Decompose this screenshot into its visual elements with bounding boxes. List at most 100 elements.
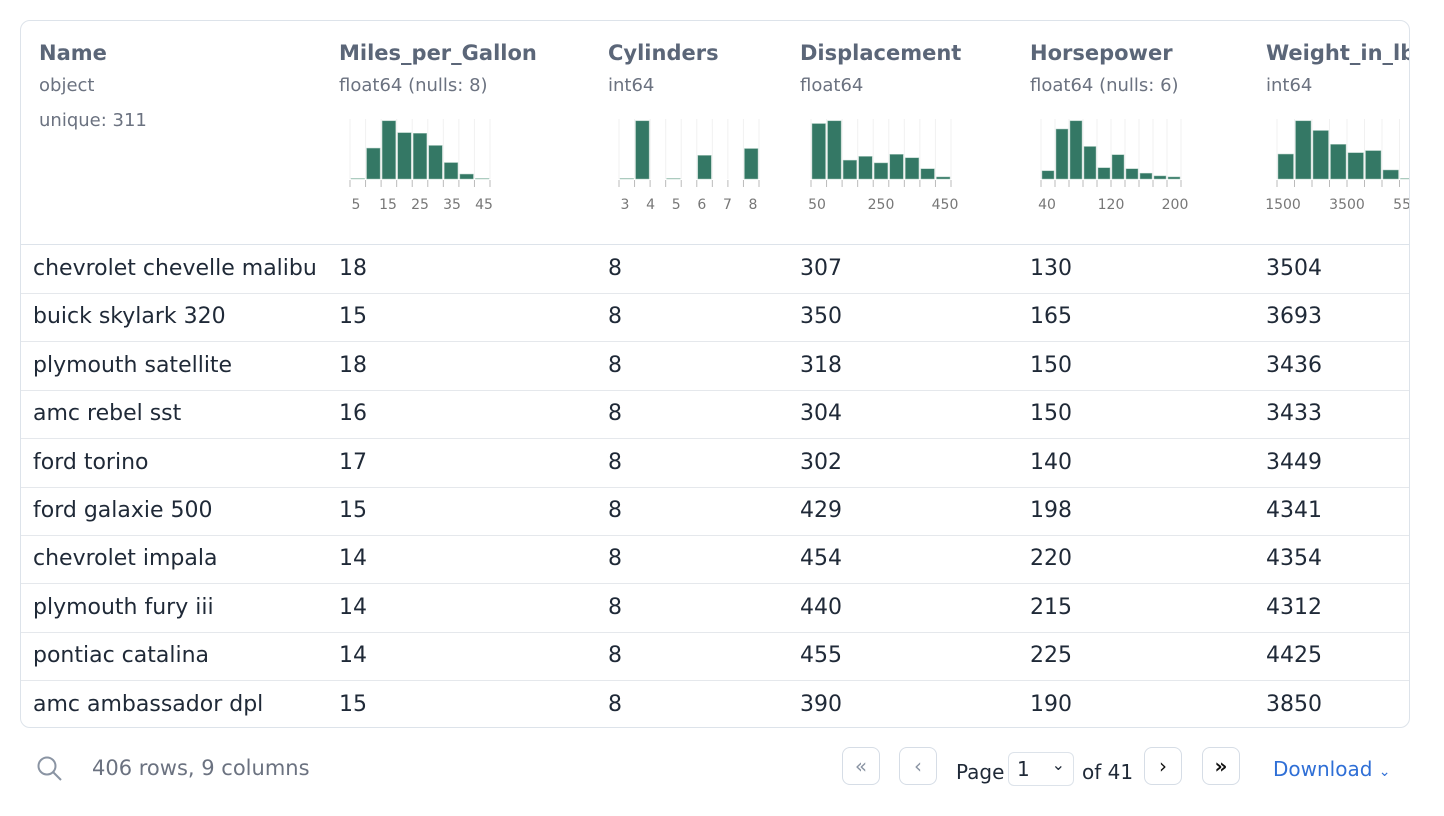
column-type: int64 bbox=[1266, 75, 1313, 96]
table-cell: 8 bbox=[608, 352, 622, 378]
table-row[interactable]: plymouth satellite 18 8 318 150 3436 bbox=[21, 342, 1409, 391]
column-type: float64 (nulls: 8) bbox=[339, 75, 488, 96]
table-cell: pontiac catalina bbox=[33, 643, 210, 669]
prev-page-button[interactable]: ‹ bbox=[899, 747, 937, 785]
histogram-bar bbox=[1153, 175, 1167, 180]
histogram-bar bbox=[619, 178, 634, 180]
last-page-button[interactable]: » bbox=[1202, 747, 1240, 785]
tick-label: 3500 bbox=[1329, 197, 1365, 213]
histogram-bar bbox=[1111, 154, 1125, 180]
histogram-bar bbox=[920, 168, 935, 180]
chevron-down-icon: ⌄ bbox=[1051, 755, 1065, 774]
table-row[interactable]: pontiac catalina 14 8 455 225 4425 bbox=[21, 632, 1409, 682]
table-cell: 15 bbox=[339, 498, 367, 523]
table-cell: 8 bbox=[608, 498, 622, 523]
column-name: Horsepower bbox=[1030, 41, 1173, 65]
table-cell: 220 bbox=[1030, 546, 1072, 572]
column-name: Name bbox=[39, 41, 107, 65]
histogram-bar bbox=[744, 148, 759, 180]
histogram-bar bbox=[1125, 168, 1139, 180]
table-cell: 18 bbox=[339, 352, 367, 378]
table-cell: 16 bbox=[339, 401, 367, 427]
tick-label: 200 bbox=[1162, 197, 1189, 213]
column-type: int64 bbox=[608, 75, 655, 96]
table-row[interactable]: buick skylark 320 15 8 350 165 3693 bbox=[21, 293, 1409, 343]
table-cell: 454 bbox=[800, 546, 842, 572]
column-header[interactable]: Cylinders int64 bbox=[608, 41, 719, 96]
page-select[interactable]: 1 ⌄ bbox=[1008, 752, 1074, 786]
table-cell: chevrolet chevelle malibu bbox=[33, 256, 317, 281]
table-row[interactable]: amc rebel sst 16 8 304 150 3433 bbox=[21, 390, 1409, 440]
histogram-bar bbox=[444, 162, 459, 180]
histogram-bar bbox=[1400, 178, 1409, 180]
histogram: 40 120 200 bbox=[1038, 119, 1188, 213]
histogram-bar bbox=[811, 123, 826, 180]
first-page-button[interactable]: « bbox=[842, 747, 880, 785]
download-label: Download bbox=[1273, 757, 1373, 781]
chevron-down-icon: ⌄ bbox=[1378, 764, 1391, 780]
column-header[interactable]: Horsepower float64 (nulls: 6) bbox=[1030, 41, 1179, 96]
histogram-bar bbox=[1382, 169, 1399, 180]
download-button[interactable]: Download ⌄ bbox=[1273, 757, 1391, 781]
tick-label: 5 bbox=[672, 197, 681, 213]
table-cell: ford torino bbox=[33, 449, 149, 475]
column-header[interactable]: Displacement float64 bbox=[800, 41, 961, 96]
histogram-bar bbox=[475, 178, 490, 180]
table-cell: 4312 bbox=[1266, 594, 1322, 620]
table-cell: plymouth fury iii bbox=[33, 594, 214, 620]
tick-label: 1500 bbox=[1265, 197, 1301, 213]
histogram-bar bbox=[1097, 167, 1111, 180]
histogram-bar bbox=[936, 176, 951, 180]
table-cell: 140 bbox=[1030, 449, 1072, 475]
table-cell: 3436 bbox=[1266, 352, 1322, 378]
table-cell: 14 bbox=[339, 546, 367, 572]
table-cell: 3449 bbox=[1266, 449, 1322, 475]
column-header[interactable]: Name object unique: 311 bbox=[39, 41, 147, 131]
table-row[interactable]: chevrolet impala 14 8 454 220 4354 bbox=[21, 535, 1409, 585]
table-cell: 3693 bbox=[1266, 304, 1322, 330]
table-cell: 318 bbox=[800, 352, 842, 378]
tick-label: 7 bbox=[723, 197, 732, 213]
histogram-bar bbox=[412, 133, 428, 180]
tick-label: 35 bbox=[443, 197, 461, 213]
histogram-bar bbox=[459, 173, 474, 180]
table-cell: 4341 bbox=[1266, 498, 1322, 523]
column-type: float64 bbox=[800, 75, 864, 96]
tick-label: 120 bbox=[1098, 197, 1125, 213]
table-cell: amc rebel sst bbox=[33, 401, 182, 427]
tick-label: 6 bbox=[697, 197, 706, 213]
table-cell: 18 bbox=[339, 256, 367, 281]
table-row[interactable]: amc ambassador dpl 15 8 390 190 3850 bbox=[21, 681, 1409, 727]
column-header[interactable]: Weight_in_lbs int64 bbox=[1266, 41, 1409, 96]
table-cell: 14 bbox=[339, 643, 367, 669]
table-cell: 440 bbox=[800, 594, 842, 620]
table-cell: 17 bbox=[339, 449, 367, 475]
histogram: 1500 3500 5500 bbox=[1265, 119, 1409, 213]
table-cell: 8 bbox=[608, 401, 622, 427]
table-row[interactable]: ford torino 17 8 302 140 3449 bbox=[21, 439, 1409, 488]
tick-label: 8 bbox=[749, 197, 758, 213]
table-cell: 130 bbox=[1030, 256, 1072, 281]
tick-label: 450 bbox=[932, 197, 959, 213]
table-cell: 165 bbox=[1030, 304, 1072, 330]
table-cell: 307 bbox=[800, 256, 842, 281]
table-cell: 15 bbox=[339, 691, 367, 717]
table-row[interactable]: ford galaxie 500 15 8 429 198 4341 bbox=[21, 487, 1409, 536]
histogram-bar bbox=[697, 155, 712, 180]
table-row[interactable]: chevrolet chevelle malibu 18 8 307 130 3504 bbox=[21, 245, 1409, 294]
histogram-bar bbox=[1069, 120, 1083, 180]
table-cell: 4354 bbox=[1266, 546, 1322, 572]
column-header[interactable]: Miles_per_Gallon float64 (nulls: 8) bbox=[339, 41, 537, 96]
table-cell: 14 bbox=[339, 594, 367, 620]
table-cell: 215 bbox=[1030, 594, 1072, 620]
table-cell: amc ambassador dpl bbox=[33, 691, 264, 717]
table-cell: 3504 bbox=[1266, 256, 1322, 281]
next-page-button[interactable]: › bbox=[1144, 747, 1182, 785]
tick-label: 50 bbox=[808, 197, 826, 213]
table-row[interactable]: plymouth fury iii 14 8 440 215 4312 bbox=[21, 584, 1409, 633]
histogram-bar bbox=[635, 120, 650, 180]
histogram-bar bbox=[889, 154, 904, 180]
histogram-bar bbox=[1365, 150, 1382, 180]
table-cell: 8 bbox=[608, 449, 622, 475]
search-icon[interactable] bbox=[36, 755, 64, 783]
